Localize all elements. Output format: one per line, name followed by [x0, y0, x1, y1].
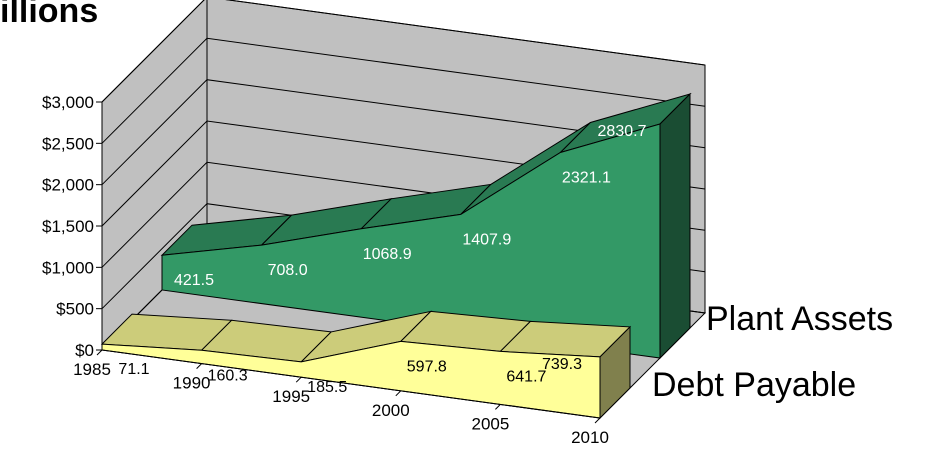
- y-tick-label: $2,000: [42, 176, 94, 195]
- x-tick-label: 1995: [272, 387, 310, 406]
- x-tick: [96, 349, 103, 356]
- area-front-face: [101, 340, 601, 419]
- data-label: 2830.7: [598, 123, 647, 140]
- series-label-plant-assets: Plant Assets: [706, 300, 894, 338]
- x-tick-label: 1985: [73, 360, 111, 379]
- series-plant-assets: 421.5 708.0 1068.9 1407.9 2321.1 2830.7: [160, 92, 692, 360]
- data-label: 71.1: [118, 361, 149, 378]
- area-front-face: [161, 123, 661, 359]
- x-tick: [295, 376, 302, 383]
- y-tick-label: $2,500: [42, 134, 94, 153]
- y-tick-label: $0: [75, 341, 94, 360]
- x-tick-label: 2005: [471, 414, 509, 433]
- x-tick-label: 2010: [571, 428, 609, 447]
- x-tick: [495, 404, 501, 410]
- y-tick-label: $500: [56, 300, 94, 319]
- data-label: 1068.9: [363, 246, 412, 263]
- data-label: 1407.9: [462, 231, 511, 248]
- x-tick: [395, 390, 402, 397]
- data-label: 160.3: [208, 367, 248, 384]
- data-label: 185.5: [307, 379, 347, 396]
- data-label: 641.7: [506, 368, 546, 385]
- x-axis-line: [101, 349, 601, 419]
- series-label-debt-payable: Debt Payable: [652, 366, 857, 404]
- gridline: [101, 37, 706, 144]
- data-label: 421.5: [174, 272, 214, 289]
- data-label: 2321.1: [562, 170, 611, 187]
- y-tick-label: $1,500: [42, 217, 94, 236]
- data-label: 708.0: [268, 262, 308, 279]
- chart-title: illions: [0, 0, 99, 30]
- gridline: [101, 0, 706, 103]
- x-tick: [594, 417, 601, 424]
- y-axis: $0 $500 $1,000 $1,500 $2,000 $2,500 $3,000: [42, 93, 103, 360]
- x-tick-label: 1990: [173, 374, 211, 393]
- y-tick-label: $3,000: [42, 93, 94, 112]
- area-side-face: [659, 92, 691, 360]
- x-tick: [196, 363, 202, 369]
- x-axis: 1985 1990 1995 2000 2005 2010: [73, 349, 609, 447]
- data-label: 739.3: [542, 356, 582, 373]
- y-tick-label: $1,000: [42, 258, 94, 277]
- data-label: 597.8: [407, 358, 447, 375]
- gridline: [101, 79, 706, 186]
- x-tick-label: 2000: [372, 401, 410, 420]
